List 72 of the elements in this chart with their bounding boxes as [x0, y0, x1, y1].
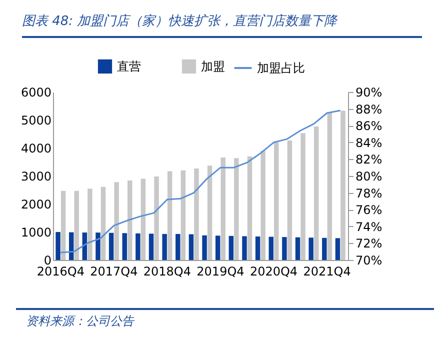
- y2-tick-label: 72%: [356, 236, 382, 251]
- line-series: [60, 110, 342, 254]
- bar: [148, 234, 154, 260]
- bar: [100, 186, 106, 260]
- bar: [154, 176, 159, 260]
- bar: [234, 158, 239, 260]
- y-tick-label: 5000: [20, 114, 52, 128]
- x-tick-label: 2020Q4: [250, 264, 298, 278]
- y2-tick-label: 70%: [356, 254, 382, 268]
- bar: [300, 133, 306, 260]
- text: 资料来源：公司公告: [16, 308, 434, 330]
- bar: [167, 171, 172, 260]
- y2-tick-label: 80%: [356, 170, 382, 184]
- bar: [274, 142, 279, 260]
- x-tick-label: 2019Q4: [196, 264, 244, 278]
- y-tick-label: 6000: [20, 86, 52, 100]
- bar: [96, 232, 100, 260]
- y2-tick-label: 74%: [356, 220, 382, 234]
- legend-label: 加盟占比: [257, 61, 305, 75]
- y2-tick-label: 82%: [356, 152, 382, 167]
- bar: [335, 238, 340, 260]
- y2-tick-label: 90%: [356, 86, 382, 100]
- x-tick-label: 2017Q4: [90, 264, 138, 278]
- bar: [88, 188, 92, 260]
- y2-tick-label: 84%: [356, 136, 382, 150]
- bar: [228, 236, 234, 260]
- bar: [327, 113, 332, 260]
- bar: [176, 234, 180, 260]
- bar: [162, 234, 167, 260]
- legend-label: 加盟: [201, 59, 225, 74]
- x-tick-label: 2016Q4: [36, 264, 84, 278]
- bar: [194, 168, 199, 260]
- y-tick-label: 0: [44, 254, 52, 268]
- bar: [128, 180, 132, 260]
- y2-tick-label: 78%: [356, 186, 382, 200]
- bar: [188, 234, 194, 260]
- bar: [220, 158, 226, 260]
- bar: [180, 170, 186, 260]
- bar: [114, 182, 119, 260]
- bar: [308, 238, 314, 260]
- bar: [287, 140, 292, 260]
- chart-title: 图表 48: 加盟门店（家）快速扩张，直营门店数量下降: [22, 12, 422, 38]
- bar: [140, 178, 146, 260]
- x-tick-label: 2018Q4: [143, 264, 192, 278]
- y-tick-label: 2000: [20, 198, 52, 212]
- bar: [207, 166, 212, 260]
- bar: [74, 190, 79, 260]
- bar: [122, 233, 127, 260]
- bar: [56, 232, 60, 260]
- bar: [260, 150, 266, 260]
- y2-tick-label: 76%: [356, 203, 382, 218]
- x-tick-label: 2021Q4: [303, 264, 351, 278]
- bar: [136, 233, 140, 260]
- y-tick-label: 4000: [20, 142, 52, 156]
- bar: [242, 236, 247, 260]
- bar: [314, 126, 319, 260]
- bar: [282, 237, 287, 260]
- bar: [340, 110, 346, 260]
- bar: [202, 235, 207, 260]
- y2-tick-label: 88%: [356, 102, 382, 116]
- bar: [322, 238, 327, 260]
- y-tick-label: 3000: [20, 170, 52, 184]
- bar: [215, 236, 220, 260]
- bar: [255, 236, 260, 260]
- legend-label: 直营: [117, 59, 141, 74]
- bar: [60, 190, 66, 260]
- y2-tick-label: 86%: [356, 119, 382, 134]
- bar: [108, 232, 114, 260]
- bar: [247, 156, 252, 260]
- y-tick-label: 1000: [20, 226, 52, 240]
- bar: [268, 236, 274, 260]
- bar: [295, 237, 300, 260]
